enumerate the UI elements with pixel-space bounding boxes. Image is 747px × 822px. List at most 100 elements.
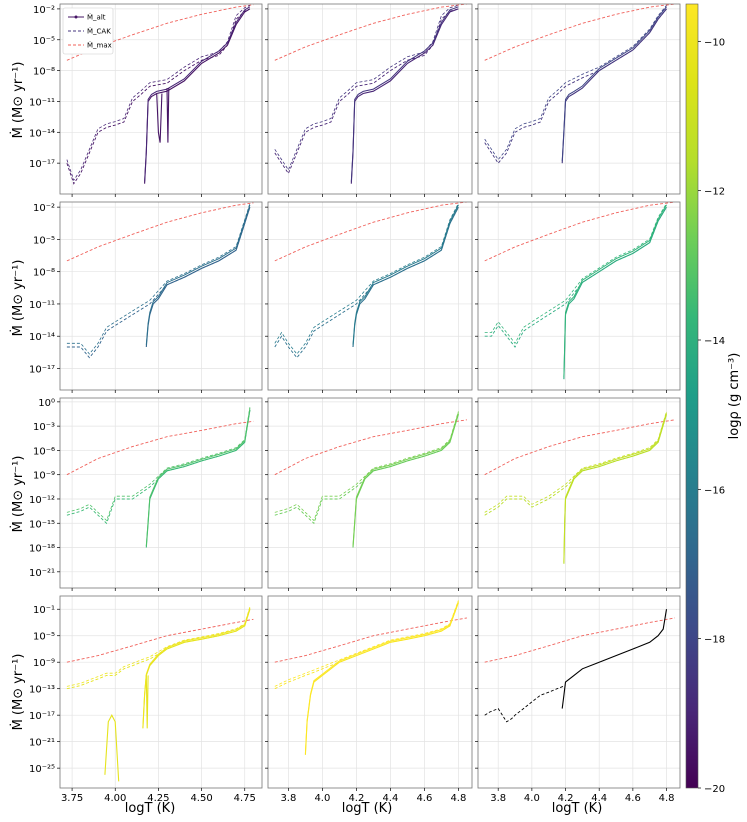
x-axis-label-col1: logT (K) [125, 801, 176, 816]
plot-area [66, 4, 254, 185]
y-tick-label: 10⁻¹⁷ [29, 159, 55, 170]
x-axis-label-col3: logT (K) [552, 801, 603, 816]
y-tick-label: 10⁻¹ [33, 605, 55, 616]
series-mdot-alt-2 [563, 412, 667, 563]
plot-area [274, 202, 467, 359]
y-tick-label: 10⁻¹⁴ [29, 332, 55, 343]
y-tick-label: 10⁻¹¹ [29, 300, 55, 311]
series-mdot-cak [484, 414, 667, 516]
panel-row1-col2 [265, 3, 473, 197]
series-mdot-max [484, 617, 675, 663]
x-tick-label: 3.75 [61, 793, 83, 804]
panel-background [478, 596, 680, 788]
plot-area [274, 600, 467, 755]
series-mdot-max [274, 4, 467, 61]
panel-row2-col3 [475, 201, 681, 393]
panel-row4-col2: 3.8 4.0 4.2 4.4 4.6 4.8 [265, 595, 473, 804]
y-tick-label: 10⁻⁵ [33, 235, 55, 246]
panel-row3-col2 [265, 397, 473, 591]
y-axis-label-row4: Ṁ (M⊙ yr⁻¹) [10, 654, 26, 731]
x-tick-label: 4.8 [450, 793, 466, 804]
panel-row4-col3: 3.8 4.0 4.2 4.4 4.6 4.8 [475, 595, 681, 804]
y-tick-label: 10⁻² [33, 5, 55, 16]
panel-row3-col1: 10⁻²¹ 10⁻¹⁸ 10⁻¹⁵ 10⁻¹² 10⁻⁹ 10⁻⁶ 10⁻³ 10⁰ [29, 397, 263, 591]
panel-frame [59, 595, 263, 789]
panel-frame [267, 397, 473, 589]
x-tick-label: 4.6 [625, 793, 641, 804]
panel-frame [267, 201, 473, 391]
x-tick-label: 3.8 [280, 793, 296, 804]
y-axis-label-row1: Ṁ (M⊙ yr⁻¹) [10, 62, 26, 139]
x-tick-label: 4.6 [416, 793, 432, 804]
panel-row2-col1: 10⁻¹⁷ 10⁻¹⁴ 10⁻¹¹ 10⁻⁸ 10⁻⁵ 10⁻² [29, 201, 263, 393]
plot-area [484, 609, 675, 723]
y-tick-label: 10⁻¹⁸ [29, 544, 55, 555]
panel-frame [59, 397, 263, 589]
legend: Ṁ_alt Ṁ_CAK Ṁ_max [62, 7, 114, 55]
series-mdot-cak [274, 206, 459, 359]
y-tick-label: 10⁻⁵ [33, 632, 55, 643]
colorbar-tick-label: −20 [704, 784, 725, 795]
series-mdot-alt-2 [352, 204, 459, 345]
plot-area [274, 411, 467, 548]
legend-marker [74, 15, 78, 19]
series-mdot-alt-2 [352, 412, 459, 546]
y-tick-label: 10⁰ [38, 398, 55, 409]
y-tick-label: 10⁻² [33, 203, 55, 214]
panel-frame [267, 595, 473, 789]
y-tick-label: 10⁻⁵ [33, 36, 55, 47]
panel-frame [477, 595, 681, 789]
series-mdot-cak-alt [66, 407, 251, 522]
colorbar-tick-label: −18 [704, 635, 725, 646]
series-mdot-cak-alt [274, 203, 459, 355]
series-mdot-alt-2 [561, 6, 667, 162]
y-tick-label: 10⁻¹² [29, 495, 55, 506]
panel-row1-col3 [475, 3, 681, 197]
panel-frame [59, 3, 263, 195]
y-tick-label: 10⁻⁹ [33, 658, 55, 669]
plot-area [66, 407, 254, 548]
series-mdot-cak [484, 8, 667, 164]
legend-box [62, 7, 114, 55]
series-mdot-cak-alt [484, 411, 667, 513]
panel-background [478, 398, 680, 588]
panel-frame [477, 397, 681, 589]
plot-area [66, 202, 254, 359]
y-tick-label: 10⁻²⁵ [29, 764, 55, 775]
y-tick-label: 10⁻¹⁴ [29, 128, 55, 139]
series-mdot-max [66, 4, 254, 61]
colorbar: −10 −12 −14 −16 −18 −20 logρ (g cm⁻³) [685, 3, 742, 795]
y-tick-label: 10⁻⁸ [33, 67, 55, 78]
panel-background [268, 4, 472, 194]
series-mdot-cak-alt [66, 5, 251, 182]
plot-area [484, 4, 675, 164]
x-tick-label: 4.2 [558, 793, 574, 804]
panel-frame [59, 201, 263, 391]
plot-area [484, 202, 675, 380]
panel-row4-col1: 3.75 4.00 4.25 4.50 4.75 10⁻²⁵ 10⁻²¹ 10⁻¹⁷ 10⁻¹³… [29, 595, 263, 804]
series-mdot-cak [274, 414, 459, 525]
panel-background [478, 202, 680, 390]
plot-area [66, 606, 254, 782]
colorbar-gradient [685, 3, 699, 789]
series-mdot-alt-2 [350, 6, 459, 182]
legend-entry: Ṁ_CAK [87, 27, 111, 36]
y-tick-label: 10⁻³ [33, 422, 55, 433]
y-axis-label-row2: Ṁ (M⊙ yr⁻¹) [10, 260, 26, 337]
series-mdot-max [274, 202, 467, 262]
series-mdot-alt-dip [145, 675, 149, 729]
series-mdot-max [66, 202, 254, 262]
series-mdot-alt-2 [145, 408, 251, 546]
y-tick-label: 10⁻⁶ [33, 446, 55, 457]
series-mdot-cak-alt [274, 411, 459, 522]
colorbar-tick-label: −14 [704, 336, 725, 347]
series-mdot-alt [561, 609, 668, 709]
colorbar-label: logρ (g cm⁻³) [727, 353, 742, 440]
panel-frame [477, 3, 681, 195]
series-mdot-max [274, 419, 467, 476]
x-tick-label: 4.0 [524, 793, 540, 804]
y-tick-label: 10⁻¹³ [29, 685, 55, 696]
panel-background [268, 398, 472, 588]
x-tick-label: 4.25 [147, 793, 169, 804]
